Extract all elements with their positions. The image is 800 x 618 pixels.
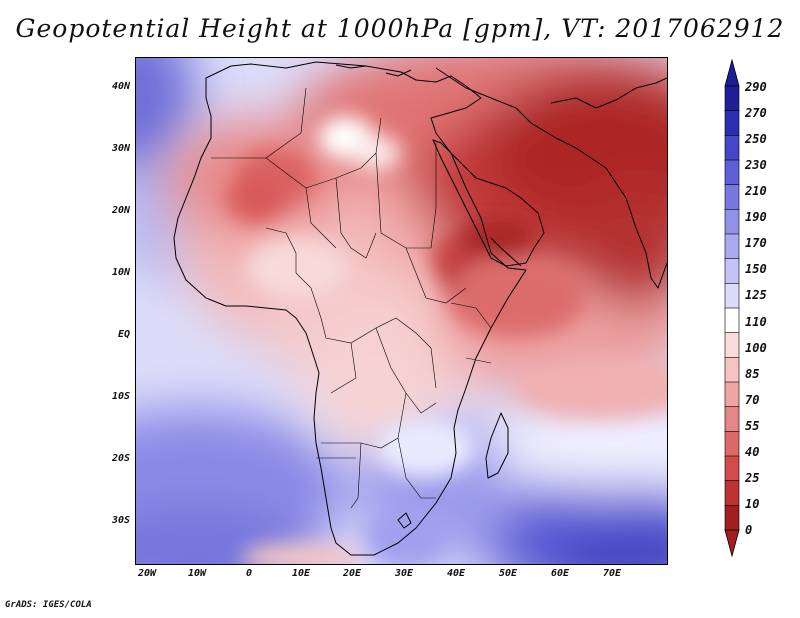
lat-tick-20n: 20N [111, 205, 130, 216]
lon-tick-70e: 70E [602, 568, 622, 579]
colorbar-swatch [724, 307, 740, 334]
field-detail [226, 116, 667, 564]
colorbar-swatch [724, 480, 740, 507]
colorbar-label-125: 125 [745, 288, 767, 302]
lon-tick-50e: 50E [498, 568, 518, 579]
grads-credit: GrADS: IGES/COLA [5, 600, 92, 610]
colorbar-label-0: 0 [745, 523, 753, 537]
colorbar-label-230: 230 [745, 158, 767, 172]
colorbar-swatch [724, 159, 740, 186]
lat-tick-10s: 10S [111, 391, 130, 402]
colorbar [724, 58, 740, 558]
colorbar-swatch [724, 357, 740, 383]
lon-tick-60e: 60E [550, 568, 570, 579]
colorbar-label-150: 150 [745, 262, 767, 276]
colorbar-label-110: 110 [745, 315, 767, 329]
map-panel [135, 57, 668, 565]
colorbar-swatch [724, 135, 740, 161]
lat-tick-20s: 20S [111, 453, 130, 464]
lat-tick-30s: 30S [111, 515, 130, 526]
colorbar-label-25: 25 [745, 471, 760, 485]
colorbar-label-210: 210 [745, 184, 767, 198]
lat-tick-30n: 30N [111, 143, 130, 154]
lon-tick-30e: 30E [394, 568, 414, 579]
lon-tick-20w: 20W [137, 568, 157, 579]
lat-tick-eq: EQ [117, 329, 130, 340]
lon-tick-40e: 40E [446, 568, 466, 579]
colorbar-label-270: 270 [745, 106, 767, 120]
colorbar-swatch [724, 455, 740, 482]
colorbar-swatch [724, 332, 740, 359]
colorbar-swatch [724, 110, 740, 137]
colorbar-label-190: 190 [745, 210, 767, 224]
colorbar-label-100: 100 [745, 341, 767, 355]
colorbar-label-250: 250 [745, 132, 767, 146]
lon-tick-10w: 10W [187, 568, 207, 579]
colorbar-label-170: 170 [745, 236, 767, 250]
chart-title: Geopotential Height at 1000hPa [gpm], VT… [15, 14, 785, 43]
colorbar-label-10: 10 [745, 497, 760, 511]
colorbar-swatch [724, 258, 740, 285]
lon-tick-20e: 20E [342, 568, 362, 579]
coastlines [173, 61, 667, 556]
country-borders [211, 87, 492, 509]
colorbar-swatch [724, 209, 740, 235]
colorbar-swatch [724, 85, 740, 112]
lat-tick-40n: 40N [111, 81, 130, 92]
colorbar-swatch [724, 406, 740, 433]
colorbar-label-85: 85 [745, 367, 760, 381]
colorbar-swatch [724, 505, 740, 531]
colorbar-swatch [724, 381, 740, 408]
colorbar-label-40: 40 [745, 445, 760, 459]
colorbar-label-55: 55 [745, 419, 760, 433]
colorbar-swatch [724, 233, 740, 260]
colorbar-swatch [724, 431, 740, 457]
lon-tick-10e: 10E [291, 568, 311, 579]
lat-tick-10n: 10N [111, 267, 130, 278]
colorbar-arrow-top [724, 58, 740, 87]
geopotential-field [136, 58, 667, 564]
colorbar-label-70: 70 [745, 393, 760, 407]
lon-tick-0: 0 [245, 568, 253, 579]
colorbar-swatch [724, 184, 740, 211]
colorbar-label-290: 290 [745, 80, 767, 94]
colorbar-arrow-bottom [724, 529, 740, 558]
colorbar-swatch [724, 283, 740, 309]
